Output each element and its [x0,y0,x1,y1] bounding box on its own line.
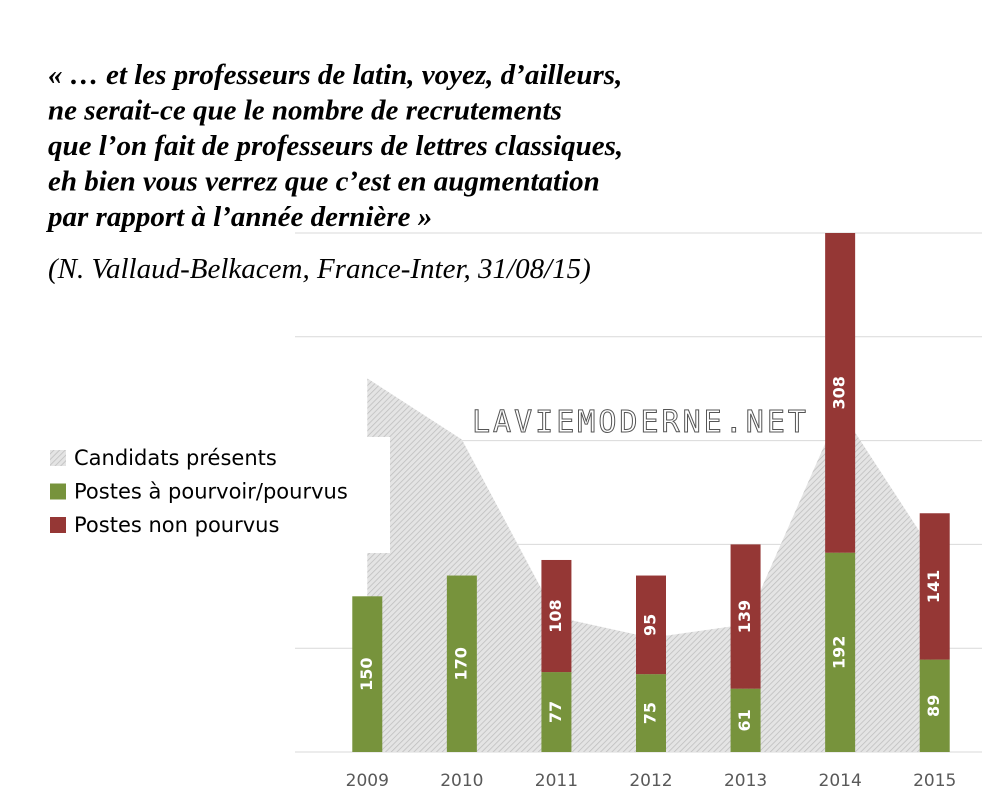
value-label: 61 [735,709,754,731]
value-label: 170 [451,647,470,680]
value-label: 75 [641,702,660,724]
value-label: 192 [830,636,849,669]
area [367,378,935,752]
quote-line: « … et les professeurs de latin, voyez, … [48,59,622,91]
legend-label: Candidats présents [74,446,277,470]
quote-line: par rapport à l’année dernière » [45,201,432,233]
bar [730,688,761,752]
bar [919,513,950,660]
value-label: 150 [357,657,376,690]
value-label: 89 [924,695,943,717]
value-label: 108 [546,599,565,632]
value-label: 139 [735,600,754,633]
quote-line: ne serait-ce que le nombre de recrutemen… [48,95,562,127]
bar [730,544,761,689]
legend-marker [50,517,66,533]
x-tick-label: 2013 [724,771,767,791]
legend-label: Postes non pourvus [74,513,279,537]
quote-line: eh bien vous verrez que c’est en augment… [48,166,600,198]
bar [919,659,950,752]
x-tick-label: 2010 [440,771,483,791]
attribution: (N. Vallaud-Belkacem, France-Inter, 31/0… [48,253,591,285]
bar [636,575,666,675]
x-tick-label: 2014 [819,771,862,791]
x-tick-label: 2011 [535,771,578,791]
legend-marker [50,450,66,466]
bar [446,575,477,752]
value-label: 308 [830,376,849,409]
bar [352,596,383,752]
value-label: 77 [546,701,565,723]
legend-label: Postes à pourvoir/pourvus [74,480,348,504]
watermark: LAVIEMODERNE.NET [472,405,809,440]
legend-marker [50,483,66,500]
bar [541,559,572,673]
bar [825,233,856,553]
bar [541,672,572,752]
x-tick-label: 2009 [346,771,389,791]
x-tick-label: 2012 [629,771,672,791]
quote-line: que l’on fait de professeurs de lettres … [48,130,623,162]
legend-box [40,437,390,553]
value-label: 141 [924,570,943,603]
x-tick-label: 2015 [913,771,956,791]
value-label: 95 [641,614,660,636]
bar [825,552,856,752]
bar [636,674,666,752]
